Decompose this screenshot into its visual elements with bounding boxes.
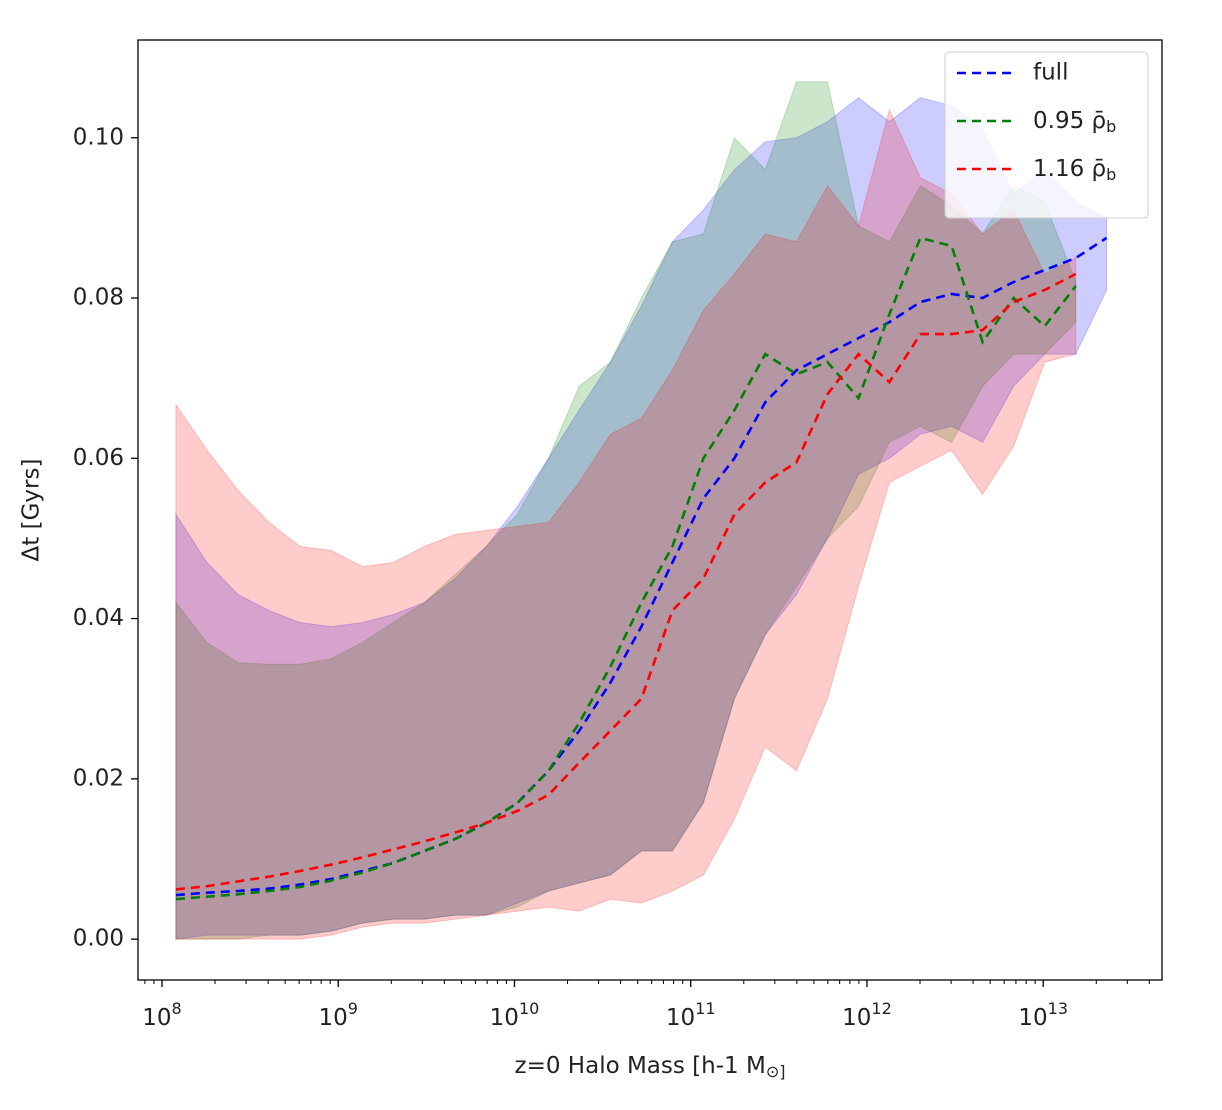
- x-tick-label: 1012: [842, 999, 892, 1031]
- y-tick-label: 0.08: [73, 285, 124, 311]
- y-tick-label: 0.04: [73, 605, 124, 631]
- y-tick-label: 0.06: [73, 445, 124, 471]
- x-axis-label: z=0 Halo Mass [h-1 M⊙]: [515, 1053, 786, 1081]
- line: [175, 236, 1108, 897]
- legend-label: 0.95 ρ̄b: [1033, 108, 1116, 136]
- band: [175, 81, 1077, 940]
- line: [175, 236, 1077, 901]
- y-tick-label: 0.00: [73, 926, 124, 952]
- legend-box: [944, 51, 1149, 219]
- legend-label: 1.16 ρ̄b: [1033, 156, 1116, 184]
- plot-frame: [137, 39, 1163, 981]
- x-tick-label: 109: [318, 999, 357, 1031]
- band: [175, 108, 1077, 940]
- legend-label: full: [1033, 60, 1068, 86]
- x-tick-label: 1013: [1018, 999, 1068, 1031]
- line: [175, 272, 1077, 891]
- y-tick-label: 0.02: [73, 765, 124, 791]
- y-axis-label: Δt [Gyrs]: [19, 459, 45, 562]
- x-tick-label: 108: [142, 999, 181, 1031]
- x-tick-label: 1010: [490, 999, 540, 1031]
- x-tick-label: 1011: [666, 999, 716, 1031]
- band: [175, 97, 1108, 940]
- y-tick-label: 0.10: [73, 124, 124, 150]
